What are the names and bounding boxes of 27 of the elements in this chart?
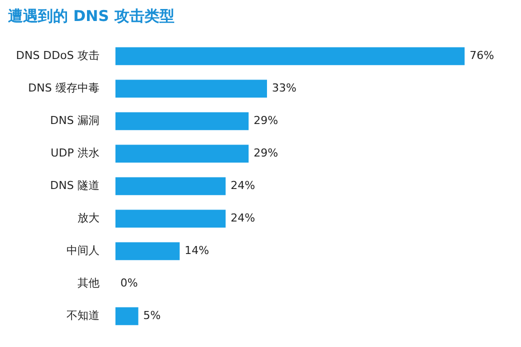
data-label: 24% bbox=[230, 179, 256, 192]
y-tick-label: DNS DDoS 攻击 bbox=[16, 49, 100, 62]
bar bbox=[115, 47, 465, 66]
data-label: 0% bbox=[120, 276, 138, 290]
y-tick-label: 不知道 bbox=[66, 309, 100, 322]
y-tick-label: 其他 bbox=[77, 276, 100, 290]
chart-title: 遭遇到的 DNS 攻击类型 bbox=[7, 6, 174, 25]
bar bbox=[115, 210, 226, 228]
y-tick-label: DNS 缓存中毒 bbox=[28, 82, 100, 95]
y-tick-label: 中间人 bbox=[66, 244, 100, 258]
data-label: 24% bbox=[230, 212, 256, 225]
y-tick-label: DNS 隧道 bbox=[50, 179, 100, 192]
bar bbox=[115, 144, 249, 163]
y-tick-label: DNS 漏洞 bbox=[50, 114, 100, 128]
bar bbox=[115, 307, 138, 326]
data-label: 33% bbox=[272, 82, 296, 95]
y-tick-label: UDP 洪水 bbox=[50, 146, 100, 160]
data-label: 14% bbox=[184, 244, 210, 258]
data-label: 29% bbox=[254, 146, 278, 160]
bar bbox=[115, 80, 267, 98]
data-label: 5% bbox=[143, 309, 161, 322]
data-label: 29% bbox=[254, 114, 278, 128]
data-label: 76% bbox=[470, 49, 494, 62]
y-tick-label: 放大 bbox=[77, 212, 100, 225]
bar bbox=[115, 112, 249, 130]
bar bbox=[115, 177, 226, 196]
bar bbox=[115, 242, 180, 260]
